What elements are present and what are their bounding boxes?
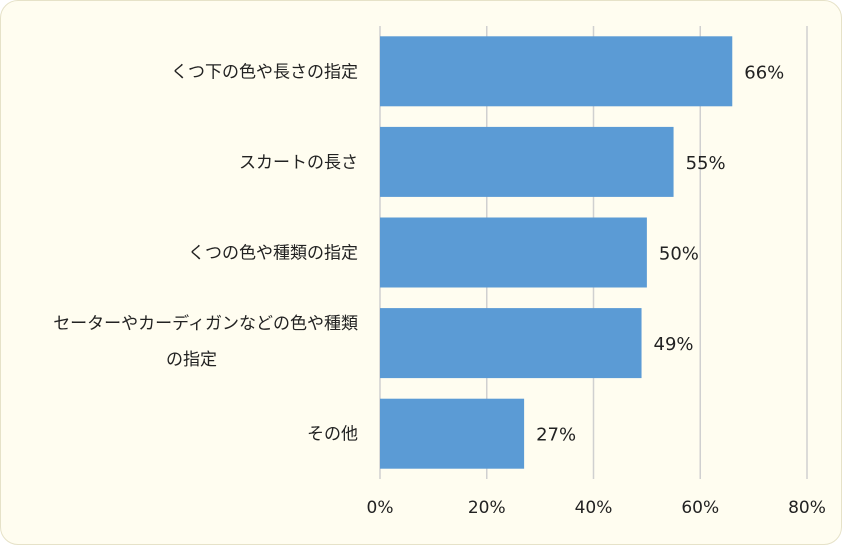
bar [380,126,674,197]
category-label-continued: の指定 [166,350,217,370]
value-label: 50% [659,244,699,265]
x-tick-label: 60% [681,498,719,518]
x-axis-tick-labels: 0% 20% 40% 60% 80% [367,498,826,518]
category-label: スカートの長さ [239,153,358,173]
value-label: 49% [654,334,694,355]
bar [380,308,642,379]
x-tick-label: 40% [575,498,613,518]
category-label: セーターやカーディガンなどの色や種類 [53,313,358,334]
category-label: くつの色や種類の指定 [188,244,358,264]
category-label: その他 [307,425,358,445]
x-tick-label: 20% [468,498,506,518]
x-tick-label: 80% [788,498,826,518]
value-label: 66% [744,62,784,83]
bar [380,36,733,107]
data-labels: 66% 55% 50% 49% 27% [536,62,784,445]
bar [380,217,647,288]
value-label: 55% [686,153,726,174]
bar [380,398,525,469]
category-label: くつ下の色や長さの指定 [171,62,358,82]
value-label: 27% [536,425,576,446]
x-tick-label: 0% [367,498,394,518]
bars [380,36,733,469]
category-labels: くつ下の色や長さの指定スカートの長さくつの色や種類の指定セーターやカーディガンな… [53,62,358,444]
